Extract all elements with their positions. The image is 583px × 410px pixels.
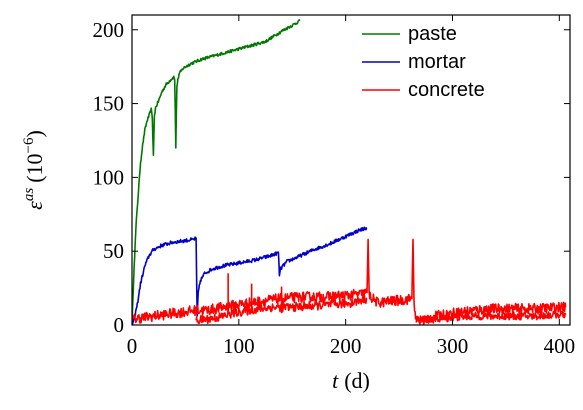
plot-frame — [131, 14, 571, 326]
series-line-concrete — [132, 238, 567, 325]
x-tick-label: 400 — [544, 334, 576, 358]
y-tick-label: 150 — [93, 92, 125, 116]
legend-label-concrete: concrete — [408, 79, 485, 101]
series-layer — [132, 19, 567, 325]
series-line-paste — [132, 19, 301, 325]
legend-label-mortar: mortar — [408, 51, 466, 73]
series-line-extra-4 — [415, 310, 567, 325]
series-line-mortar — [132, 226, 368, 325]
y-axis-label: εas(10−6) — [21, 130, 47, 210]
legend-label-paste: paste — [408, 23, 457, 45]
x-tick-label: 300 — [437, 334, 469, 358]
x-tick-label: 100 — [223, 334, 255, 358]
x-tick-label: 0 — [127, 334, 138, 358]
ticks-layer: 0 100 200 300 400 0 50 100 150 200 — [93, 15, 576, 358]
y-tick-label: 200 — [93, 18, 125, 42]
y-tick-label: 100 — [93, 165, 125, 189]
legend: paste mortar concrete — [362, 23, 485, 101]
y-tick-label: 50 — [103, 239, 124, 263]
x-axis-label: t (d) — [332, 368, 370, 393]
x-tick-label: 200 — [330, 334, 362, 358]
y-tick-label: 0 — [114, 313, 125, 337]
